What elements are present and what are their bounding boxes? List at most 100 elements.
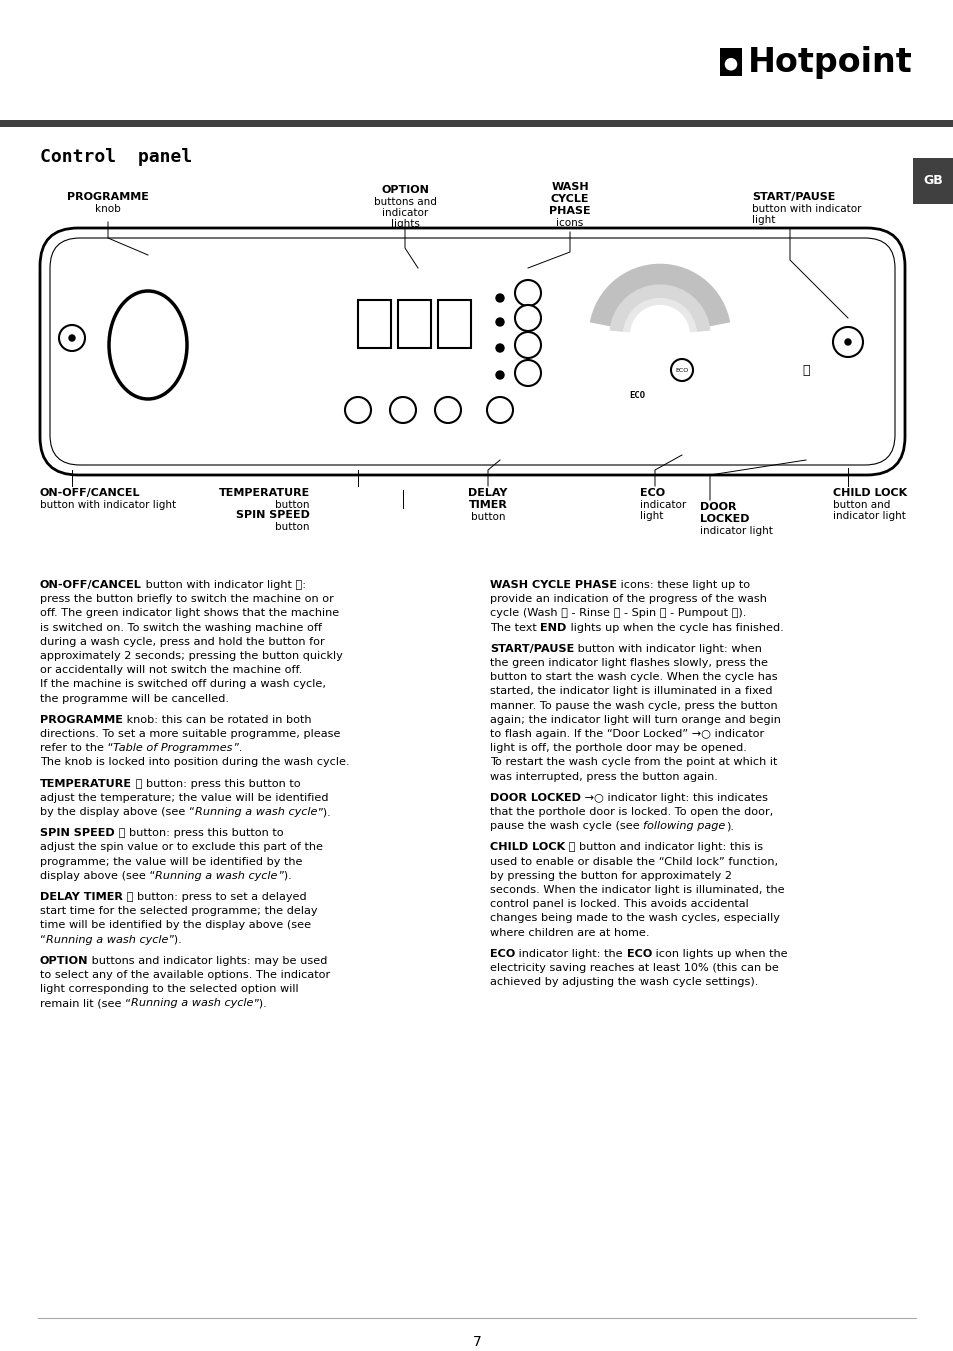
Text: lights: lights bbox=[390, 219, 419, 230]
Text: PHASE: PHASE bbox=[549, 205, 590, 216]
Circle shape bbox=[515, 305, 540, 331]
Text: Running a wash cycle: Running a wash cycle bbox=[131, 998, 253, 1008]
Text: ⚿: ⚿ bbox=[801, 363, 809, 377]
Text: button with indicator light ⓘ:: button with indicator light ⓘ: bbox=[142, 580, 306, 590]
Text: time will be identified by the display above (see: time will be identified by the display a… bbox=[40, 920, 311, 931]
Text: 7: 7 bbox=[472, 1335, 481, 1350]
Text: DOOR: DOOR bbox=[700, 503, 736, 512]
Bar bbox=[720, 49, 741, 76]
Circle shape bbox=[496, 295, 503, 303]
Text: LOCKED: LOCKED bbox=[700, 513, 749, 524]
Text: changes being made to the wash cycles, especially: changes being made to the wash cycles, e… bbox=[490, 913, 779, 923]
Text: button: button bbox=[275, 500, 310, 509]
Text: used to enable or disable the “Child lock” function,: used to enable or disable the “Child loc… bbox=[490, 857, 778, 866]
Text: PROGRAMME: PROGRAMME bbox=[40, 715, 123, 724]
Text: adjust the spin value or to exclude this part of the: adjust the spin value or to exclude this… bbox=[40, 843, 323, 852]
Text: The knob is locked into position during the wash cycle.: The knob is locked into position during … bbox=[40, 758, 349, 767]
Text: control panel is locked. This avoids accidental: control panel is locked. This avoids acc… bbox=[490, 900, 748, 909]
Text: CHILD LOCK: CHILD LOCK bbox=[832, 488, 906, 499]
Text: PROGRAMME: PROGRAMME bbox=[67, 192, 149, 203]
Bar bbox=[357, 300, 391, 349]
Text: manner. To pause the wash cycle, press the button: manner. To pause the wash cycle, press t… bbox=[490, 701, 777, 711]
Text: ON-OFF/CANCEL: ON-OFF/CANCEL bbox=[40, 488, 140, 499]
Circle shape bbox=[724, 58, 736, 70]
Bar bbox=[912, 158, 953, 204]
Text: TIMER: TIMER bbox=[468, 500, 507, 509]
Text: ⓘ button: press this button to: ⓘ button: press this button to bbox=[132, 778, 300, 789]
Text: light: light bbox=[751, 215, 775, 226]
Text: is switched on. To switch the washing machine off: is switched on. To switch the washing ma… bbox=[40, 623, 321, 632]
Text: button with indicator light: button with indicator light bbox=[40, 500, 176, 509]
Text: directions. To set a more suitable programme, please: directions. To set a more suitable progr… bbox=[40, 730, 340, 739]
Text: button: button bbox=[470, 512, 505, 521]
Text: ECO: ECO bbox=[626, 948, 651, 959]
Text: To restart the wash cycle from the point at which it: To restart the wash cycle from the point… bbox=[490, 758, 777, 767]
Text: buttons and: buttons and bbox=[374, 197, 436, 207]
Bar bbox=[397, 300, 431, 349]
Text: GB: GB bbox=[923, 174, 943, 188]
Text: indicator: indicator bbox=[639, 500, 685, 509]
Text: Hotpoint: Hotpoint bbox=[747, 46, 912, 80]
Text: CYCLE: CYCLE bbox=[550, 195, 589, 204]
Circle shape bbox=[496, 372, 503, 380]
FancyBboxPatch shape bbox=[40, 228, 904, 476]
Text: during a wash cycle, press and hold the button for: during a wash cycle, press and hold the … bbox=[40, 636, 324, 647]
Circle shape bbox=[515, 280, 540, 305]
Circle shape bbox=[496, 345, 503, 353]
Text: approximately 2 seconds; pressing the button quickly: approximately 2 seconds; pressing the bu… bbox=[40, 651, 342, 661]
Text: ECO: ECO bbox=[490, 948, 515, 959]
Text: END: END bbox=[539, 623, 566, 632]
Text: was interrupted, press the button again.: was interrupted, press the button again. bbox=[490, 771, 717, 782]
Text: pause the wash cycle (see: pause the wash cycle (see bbox=[490, 821, 642, 831]
Text: TEMPERATURE: TEMPERATURE bbox=[40, 778, 132, 789]
Text: started, the indicator light is illuminated in a fixed: started, the indicator light is illumina… bbox=[490, 686, 772, 696]
Text: ECO: ECO bbox=[628, 392, 644, 400]
Text: Table of Programmes: Table of Programmes bbox=[113, 743, 233, 754]
Circle shape bbox=[670, 359, 692, 381]
Text: WASH: WASH bbox=[551, 182, 588, 192]
Circle shape bbox=[345, 397, 371, 423]
Text: button with indicator light: when: button with indicator light: when bbox=[574, 644, 761, 654]
Text: SPIN SPEED: SPIN SPEED bbox=[40, 828, 114, 838]
Text: ).: ). bbox=[725, 821, 733, 831]
Text: to flash again. If the “Door Locked” →○ indicator: to flash again. If the “Door Locked” →○ … bbox=[490, 730, 763, 739]
Text: programme; the value will be identified by the: programme; the value will be identified … bbox=[40, 857, 302, 866]
Text: button to start the wash cycle. When the cycle has: button to start the wash cycle. When the… bbox=[490, 673, 777, 682]
Text: the programme will be cancelled.: the programme will be cancelled. bbox=[40, 693, 229, 704]
Text: refer to the “: refer to the “ bbox=[40, 743, 113, 754]
Text: electricity saving reaches at least 10% (this can be: electricity saving reaches at least 10% … bbox=[490, 963, 778, 973]
Text: →○ indicator light: this indicates: →○ indicator light: this indicates bbox=[580, 793, 767, 802]
Text: button with indicator: button with indicator bbox=[751, 204, 861, 213]
Circle shape bbox=[844, 339, 850, 345]
Text: icons: these light up to: icons: these light up to bbox=[617, 580, 749, 590]
Text: cycle (Wash ⓘ - Rinse ⓘ - Spin ⓘ - Pumpout ⓘ).: cycle (Wash ⓘ - Rinse ⓘ - Spin ⓘ - Pumpo… bbox=[490, 608, 745, 619]
Circle shape bbox=[69, 335, 75, 340]
Text: buttons and indicator lights: may be used: buttons and indicator lights: may be use… bbox=[89, 955, 328, 966]
Bar bbox=[0, 120, 953, 127]
Text: ⓘ button: press to set a delayed: ⓘ button: press to set a delayed bbox=[123, 892, 306, 902]
Circle shape bbox=[515, 359, 540, 386]
Text: ⓘ button and indicator light: this is: ⓘ button and indicator light: this is bbox=[565, 843, 762, 852]
Text: by the display above (see “: by the display above (see “ bbox=[40, 807, 194, 817]
Text: If the machine is switched off during a wash cycle,: If the machine is switched off during a … bbox=[40, 680, 326, 689]
Text: The text: The text bbox=[490, 623, 539, 632]
Text: OPTION: OPTION bbox=[380, 185, 429, 195]
Circle shape bbox=[496, 317, 503, 326]
Text: achieved by adjusting the wash cycle settings).: achieved by adjusting the wash cycle set… bbox=[490, 977, 758, 988]
Text: START/PAUSE: START/PAUSE bbox=[490, 644, 574, 654]
Text: the green indicator light flashes slowly, press the: the green indicator light flashes slowly… bbox=[490, 658, 767, 667]
Circle shape bbox=[515, 332, 540, 358]
Text: ”.: ”. bbox=[233, 743, 242, 754]
Text: Running a wash cycle: Running a wash cycle bbox=[155, 871, 277, 881]
Text: ”).: ”). bbox=[253, 998, 267, 1008]
Text: light corresponding to the selected option will: light corresponding to the selected opti… bbox=[40, 984, 298, 994]
Circle shape bbox=[832, 327, 862, 357]
Text: remain lit (see “: remain lit (see “ bbox=[40, 998, 131, 1008]
Text: ”).: ”). bbox=[317, 807, 331, 817]
Text: indicator light: indicator light bbox=[700, 526, 772, 536]
Text: Control  panel: Control panel bbox=[40, 149, 193, 166]
Text: or accidentally will not switch the machine off.: or accidentally will not switch the mach… bbox=[40, 665, 302, 676]
Text: CHILD LOCK: CHILD LOCK bbox=[490, 843, 565, 852]
Circle shape bbox=[390, 397, 416, 423]
Text: icon lights up when the: icon lights up when the bbox=[651, 948, 787, 959]
